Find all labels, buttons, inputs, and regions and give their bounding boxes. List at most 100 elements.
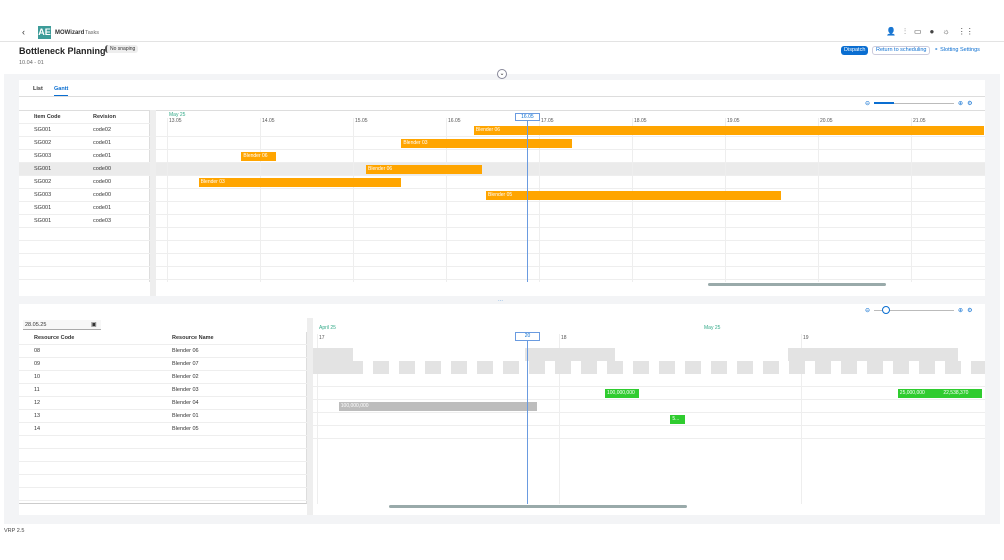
table-row[interactable]: SG001 code01 [19,202,150,215]
zoom-in-icon[interactable]: ⊕ [958,101,964,107]
settings-icon[interactable]: ⚙ [967,308,973,314]
tab-bar: List Gantt [19,80,985,97]
column-header-resource-code[interactable]: Resource Code [34,335,75,341]
day-label: 19 [803,335,809,341]
day-label: 18.05 [634,118,647,124]
table-row[interactable]: 09 Blender 07 [19,358,307,371]
resource-name-cell: Blender 02 [172,374,199,380]
analytics-icon[interactable]: ⫶ [903,27,906,36]
chart-row [156,150,985,163]
table-row[interactable]: 11 Blender 03 [19,384,307,397]
resource-bar[interactable]: 25,000,000 [897,389,942,398]
table-row[interactable]: 14 Blender 05 [19,423,307,436]
chart-row [313,400,985,413]
back-icon[interactable]: ‹ [22,27,25,37]
task-bar[interactable]: Blender 03 [198,178,402,187]
slotting-settings-button[interactable]: ⚬ Slotting Settings [934,47,980,53]
table-row[interactable]: SG002 code01 [19,137,150,150]
top-gantt-chart: May 25 13.05 14.05 15.05 16.05 17.05 18.05 19.0… [156,110,985,282]
revision-cell: code01 [93,205,112,211]
table-row[interactable]: 08 Blender 06 [19,345,307,358]
grid-icon[interactable]: ⋮⋮ [957,27,974,36]
page-title: Bottleneck Planning [19,46,106,56]
app-section: Tasks [85,30,100,36]
panel-resize-handle[interactable]: ⋯ [498,298,503,304]
top-icons: 👤 ⫶ ▭ ● ☼ ⋮⋮ [886,27,974,37]
table-row[interactable]: SG003 code00 [19,189,150,202]
table-row[interactable]: SG001 code00 [19,163,150,176]
table-row[interactable]: SG003 code01 [19,150,150,163]
collapse-header-button[interactable]: ⌄ [497,69,507,79]
tab-gantt[interactable]: Gantt [54,86,69,96]
day-label: 21.05 [913,118,926,124]
capacity-gap [415,361,425,374]
current-time-line [527,336,528,504]
day-gridline [911,118,912,282]
horizontal-scrollbar[interactable] [156,282,985,288]
table-row[interactable]: SG002 code00 [19,176,150,189]
current-time-marker: 20 [515,332,540,341]
task-bar[interactable]: Blender 06 [473,126,984,135]
day-label: 20.05 [820,118,833,124]
dispatch-button[interactable]: Dispatch [841,46,869,55]
chart-row [156,202,985,215]
resource-code-cell: 09 [34,361,41,367]
settings-icon[interactable]: ☼ [942,27,950,36]
current-time-marker: 16.05 [514,113,540,121]
month-label: May 25 [169,112,186,118]
table-row[interactable]: 13 Blender 01 [19,410,307,423]
column-header-revision[interactable]: Revision [93,114,116,120]
globe-icon[interactable]: ● [929,27,935,36]
chart-row [313,413,985,426]
zoom-out-icon[interactable]: ⊖ [865,101,871,107]
tab-list[interactable]: List [33,86,43,92]
column-header-resource-name[interactable]: Resource Name [172,335,214,341]
return-to-scheduling-button[interactable]: Return to scheduling [872,46,931,55]
resource-name-cell: Blender 03 [172,387,199,393]
day-gridline [818,118,819,282]
calendar-icon[interactable]: ▣ [91,322,97,328]
table-row[interactable]: 12 Blender 04 [19,397,307,410]
horizontal-scrollbar[interactable] [313,504,985,510]
resource-code-cell: 11 [34,387,40,393]
snap-badge[interactable]: No snaping [105,45,139,53]
user-add-icon[interactable]: 👤 [886,27,896,36]
capacity-gap [545,361,555,374]
empty-row [19,449,307,462]
date-picker[interactable]: 28.05.25 ▣ [23,320,101,330]
task-bar[interactable]: Blender 05 [485,191,781,200]
task-bar[interactable]: Blender 06 [366,165,483,174]
resource-bar[interactable]: 100,000,000 [338,402,538,411]
table-row[interactable]: 10 Blender 02 [19,371,307,384]
zoom-slider[interactable] [874,102,955,104]
resource-bar[interactable]: 100,000,000 [604,389,639,398]
zoom-controls-bottom: ⊖ ⊕ ⚙ [865,306,973,314]
zoom-in-icon[interactable]: ⊕ [958,308,964,314]
splitter-handle[interactable] [150,110,156,296]
day-gridline [801,334,802,504]
zoom-out-icon[interactable]: ⊖ [865,308,871,314]
table-row[interactable]: SG001 code03 [19,215,150,228]
empty-row [19,462,307,475]
resource-bar[interactable]: 5... [670,415,685,424]
table-row[interactable]: SG001 code02 [19,124,150,137]
task-bar[interactable]: Blender 03 [401,139,572,148]
day-gridline [260,118,261,282]
capacity-gap [363,361,373,374]
day-label: 18 [561,335,567,341]
chart-row [313,387,985,400]
capacity-gap [701,361,711,374]
zoom-slider[interactable] [874,306,955,314]
column-header-item-code[interactable]: Item Code [34,114,61,120]
top-gantt-panel: List Gantt ⊖ ⊕ ⚙ Item Code Revision SG001 c… [19,80,985,296]
table-header: Item Code Revision [19,111,150,124]
splitter-handle[interactable] [307,318,313,515]
resource-bar[interactable]: 22,538,370 [941,389,983,398]
monitor-icon[interactable]: ▭ [913,27,922,36]
item-code-cell: SG003 [34,192,52,198]
item-table: Item Code Revision SG001 code02 SG002 code0… [19,110,150,282]
capacity-gap [857,361,867,374]
task-bar[interactable]: Blender 06 [241,152,276,161]
capacity-gap [623,361,633,374]
settings-icon[interactable]: ⚙ [967,101,973,107]
